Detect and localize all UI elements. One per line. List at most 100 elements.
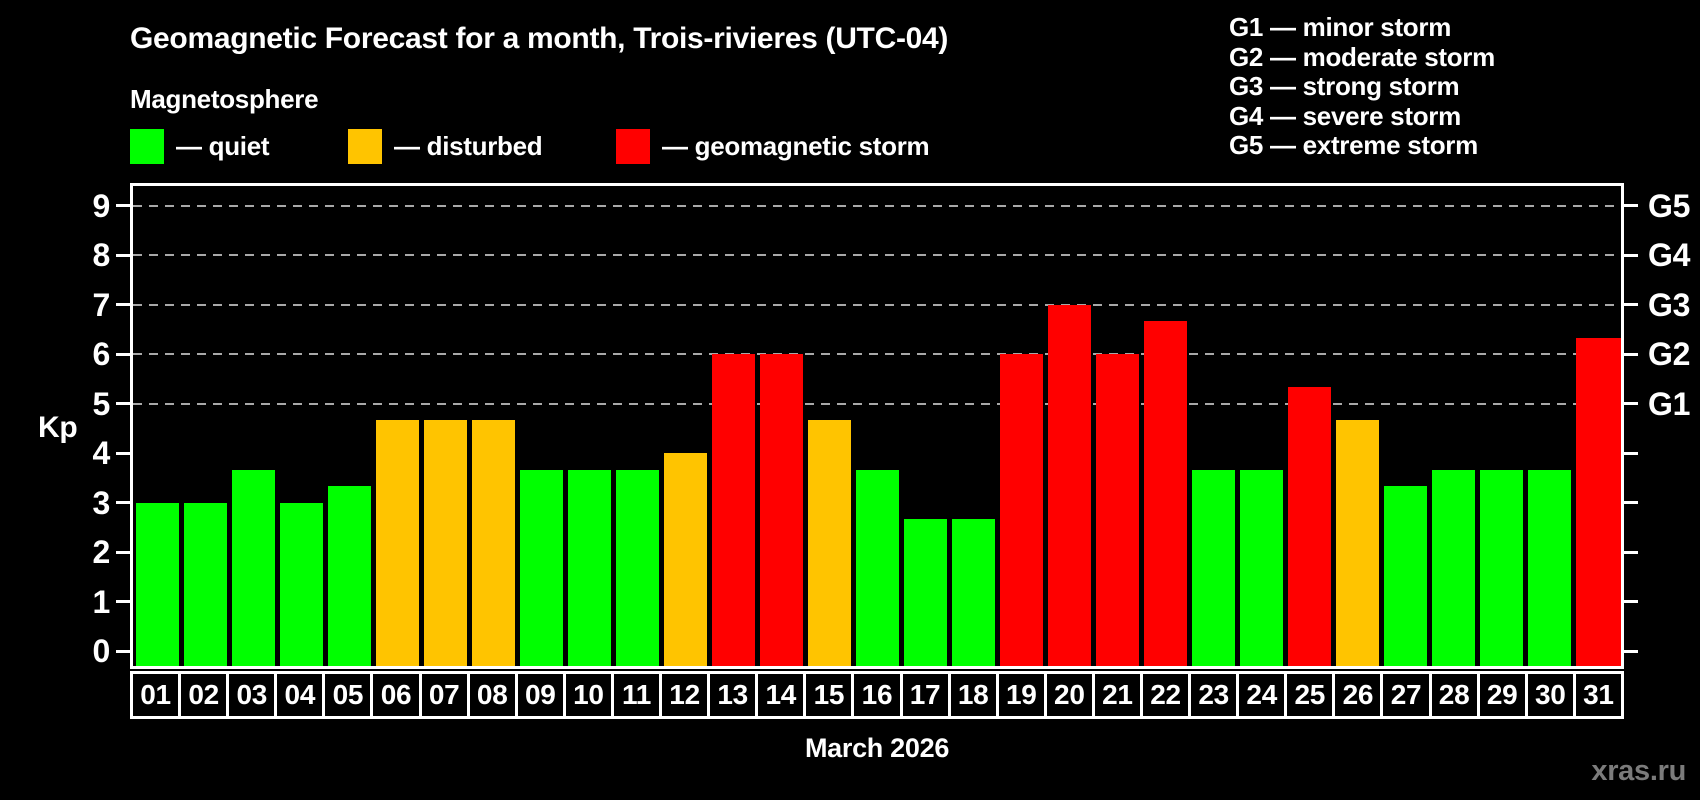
y-tick-right-3 [1624, 501, 1638, 505]
day-label-10: 10 [562, 671, 614, 719]
kp-bar-day-03 [231, 469, 275, 666]
day-label-17: 17 [899, 671, 951, 719]
gridline-kp8 [133, 254, 1621, 257]
kp-bar-day-15 [807, 420, 851, 666]
kp-bar-day-28 [1431, 469, 1475, 666]
legend-item-quiet: — quiet [130, 129, 270, 164]
day-label-20: 20 [1043, 671, 1095, 719]
y-tick-left-2 [116, 550, 130, 554]
day-label-30: 30 [1524, 671, 1576, 719]
kp-bar-day-22 [1143, 321, 1187, 666]
kp-bar-day-17 [903, 519, 947, 666]
legend-item-storm: — geomagnetic storm [616, 129, 930, 164]
y-axis-title: Kp [38, 411, 78, 444]
day-label-15: 15 [803, 671, 855, 719]
y-tick-left-3 [116, 501, 130, 505]
y-axis-label-1: 1 [92, 583, 111, 620]
right-axis-label-g4: G4 [1648, 237, 1691, 274]
day-label-07: 07 [418, 671, 470, 719]
gridline-kp7 [133, 303, 1621, 306]
day-label-09: 09 [514, 671, 566, 719]
kp-bar-day-10 [567, 469, 611, 666]
y-axis-label-9: 9 [92, 187, 111, 224]
y-tick-right-8 [1624, 253, 1638, 257]
y-tick-right-0 [1624, 649, 1638, 653]
right-axis-label-g1: G1 [1648, 385, 1691, 422]
y-tick-left-6 [116, 352, 130, 356]
day-label-22: 22 [1139, 671, 1192, 719]
day-label-12: 12 [659, 671, 711, 719]
kp-bar-day-05 [327, 486, 371, 666]
y-tick-right-1 [1624, 600, 1638, 604]
day-label-05: 05 [322, 671, 374, 719]
day-label-04: 04 [274, 671, 326, 719]
kp-bar-day-20 [1047, 304, 1091, 666]
day-label-31: 31 [1572, 671, 1624, 719]
y-tick-left-5 [116, 402, 130, 406]
y-tick-left-7 [116, 303, 130, 307]
kp-bar-day-09 [519, 469, 563, 666]
right-axis-label-g2: G2 [1648, 336, 1691, 373]
kp-bar-day-16 [855, 469, 899, 666]
y-tick-right-7 [1624, 303, 1638, 307]
y-axis-label-2: 2 [92, 534, 111, 571]
kp-bar-day-08 [471, 420, 515, 666]
y-axis-label-8: 8 [92, 237, 111, 274]
kp-bar-day-12 [663, 453, 707, 666]
gridline-kp6 [133, 353, 1621, 356]
kp-bar-day-18 [951, 519, 995, 666]
kp-bar-day-14 [759, 354, 803, 666]
gridline-kp5 [133, 402, 1621, 405]
x-axis-day-row: 01 02 03 04 05 06 07 08 09 10 11 12 13 14 15 16 17 18 19 20… [130, 671, 1624, 719]
day-label-13: 13 [707, 671, 759, 719]
kp-bar-day-06 [375, 420, 419, 666]
y-axis-label-3: 3 [92, 484, 111, 521]
y-axis-label-6: 6 [92, 336, 111, 373]
day-label-19: 19 [995, 671, 1047, 719]
y-tick-left-8 [116, 253, 130, 257]
y-axis-label-4: 4 [92, 435, 111, 472]
day-label-28: 28 [1428, 671, 1480, 719]
storm-scale-legend: G1 — minor storm G2 — moderate storm G3 — … [1229, 12, 1495, 161]
chart-subtitle: Magnetosphere [130, 84, 319, 114]
kp-bar-day-07 [423, 420, 467, 666]
y-tick-right-5 [1624, 402, 1638, 406]
kp-bar-day-30 [1527, 469, 1571, 666]
day-label-23: 23 [1188, 671, 1240, 719]
y-tick-right-9 [1624, 204, 1638, 208]
kp-bar-day-01 [135, 502, 179, 666]
disturbed-color-swatch [348, 129, 382, 164]
right-axis-label-g5: G5 [1648, 187, 1691, 224]
legend-label-storm: — geomagnetic storm [662, 131, 930, 161]
legend: — quiet — disturbed — geomagnetic storm [130, 129, 1090, 165]
x-axis-title: March 2026 [804, 733, 950, 763]
kp-bar-day-13 [711, 354, 755, 666]
day-label-27: 27 [1380, 671, 1432, 719]
kp-bar-day-26 [1335, 420, 1379, 666]
day-label-02: 02 [178, 671, 230, 719]
y-tick-left-9 [116, 204, 130, 208]
storm-scale-line-g3: G3 — strong storm [1229, 71, 1460, 101]
storm-scale-line-g2: G2 — moderate storm [1229, 41, 1495, 72]
storm-scale-line-g1: G1 — minor storm [1229, 12, 1452, 42]
kp-bar-day-19 [999, 354, 1043, 666]
kp-bar-day-24 [1239, 469, 1283, 666]
y-tick-right-2 [1624, 550, 1638, 554]
quiet-color-swatch [130, 129, 164, 164]
day-label-21: 21 [1091, 671, 1143, 719]
day-label-11: 11 [610, 671, 663, 719]
right-axis-label-g3: G3 [1648, 286, 1691, 323]
kp-bar-day-27 [1383, 486, 1427, 666]
kp-bar-day-29 [1479, 469, 1523, 666]
legend-item-disturbed: — disturbed [348, 129, 543, 164]
y-axis-label-5: 5 [92, 385, 111, 422]
y-axis-label-0: 0 [92, 633, 111, 670]
day-label-01: 01 [130, 671, 182, 719]
y-tick-left-0 [116, 649, 130, 653]
day-label-03: 03 [226, 671, 278, 719]
kp-bar-day-04 [279, 502, 323, 666]
day-label-16: 16 [851, 671, 903, 719]
y-tick-left-4 [116, 451, 130, 455]
day-label-25: 25 [1284, 671, 1336, 719]
kp-bar-day-23 [1191, 469, 1235, 666]
